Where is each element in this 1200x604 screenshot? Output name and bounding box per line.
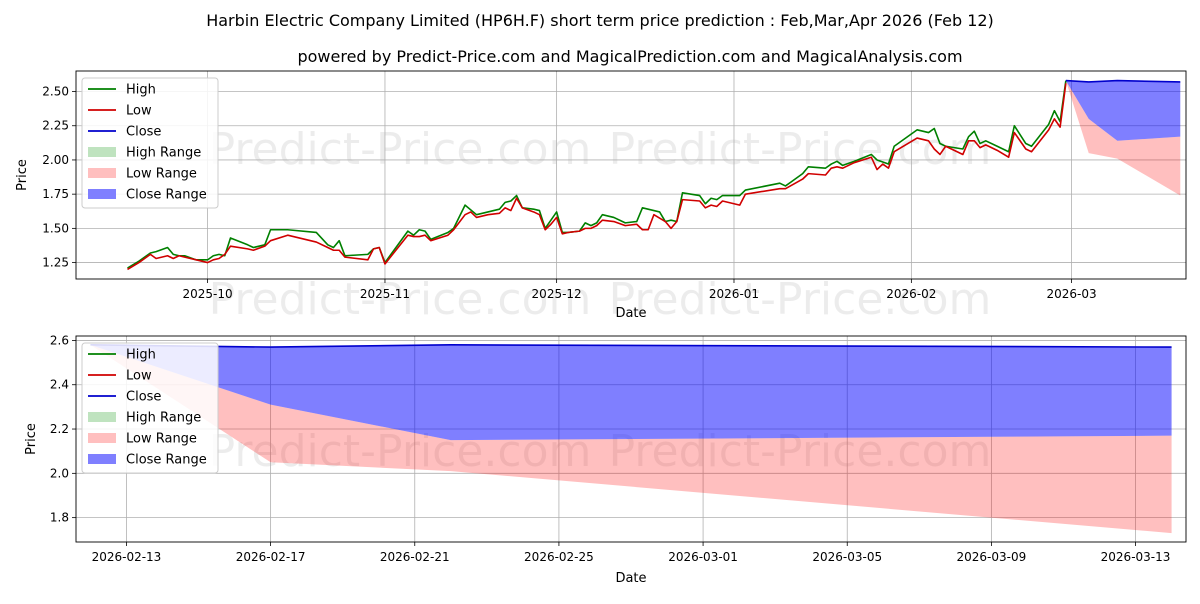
legend-label-close: Close xyxy=(126,125,161,140)
legend-label-high-range: High Range xyxy=(126,411,201,426)
x-axis-label: Date xyxy=(615,571,646,586)
legend-label-high: High xyxy=(126,348,156,363)
y-tick-label: 2.25 xyxy=(42,119,69,133)
x-tick-label: 2025-12 xyxy=(532,287,582,301)
bottom-panel: Predict-Price.com Predict-Price.com1.82.0… xyxy=(24,333,1187,586)
axes-frame xyxy=(75,70,1187,280)
legend-label-low-range: Low Range xyxy=(126,167,197,182)
y-tick-label: 1.75 xyxy=(42,187,69,201)
y-tick-label: 2.4 xyxy=(50,378,69,392)
close-range-band xyxy=(90,344,1172,441)
x-tick-label: 2026-02-17 xyxy=(236,550,306,564)
legend-swatch-high-range xyxy=(88,412,116,422)
axes-frame xyxy=(75,335,1187,543)
x-tick-label: 2026-03-01 xyxy=(668,550,738,564)
y-tick-label: 1.8 xyxy=(50,511,69,525)
x-tick-label: 2026-03 xyxy=(1046,287,1096,301)
chart-title: Harbin Electric Company Limited (HP6H.F)… xyxy=(206,11,994,30)
watermark-text: Predict-Price.com xyxy=(209,274,592,325)
plot-area xyxy=(127,79,1181,271)
x-tick-label: 2025-11 xyxy=(360,287,410,301)
low-series-line xyxy=(127,83,1067,271)
legend-label-high: High xyxy=(126,83,156,98)
x-tick-label: 2026-03-09 xyxy=(957,550,1027,564)
y-axis-label: Price xyxy=(15,159,30,191)
x-tick-label: 2025-10 xyxy=(183,287,233,301)
y-tick-label: 2.2 xyxy=(50,422,69,436)
legend-label-close-range: Close Range xyxy=(126,188,207,203)
y-tick-label: 2.6 xyxy=(50,333,69,347)
close-range-band xyxy=(1065,80,1181,141)
legend-label-low-range: Low Range xyxy=(126,432,197,447)
x-tick-label: 2026-01 xyxy=(709,287,759,301)
x-axis-label: Date xyxy=(615,306,646,321)
y-tick-label: 2.0 xyxy=(50,466,69,480)
x-tick-label: 2026-02-13 xyxy=(92,550,162,564)
y-tick-label: 2.50 xyxy=(42,85,69,99)
low-range-band xyxy=(1065,80,1181,196)
legend-swatch-low-range xyxy=(88,433,116,443)
legend: High Low Close High Range Low Range Close Ran… xyxy=(81,342,219,474)
watermark-text: Predict-Price.com xyxy=(209,124,592,175)
x-tick-label: 2026-03-13 xyxy=(1101,550,1171,564)
y-tick-label: 1.50 xyxy=(42,221,69,235)
legend-label-high-range: High Range xyxy=(126,146,201,161)
y-tick-label: 2.00 xyxy=(42,153,69,167)
legend-swatch-close-range xyxy=(88,189,116,199)
legend-label-low: Low xyxy=(126,104,152,119)
watermark-text: Predict-Price.com xyxy=(609,274,992,325)
high-series-line xyxy=(127,80,1067,269)
top-panel: Predict-Price.com Predict-Price.com Predic… xyxy=(15,70,1187,325)
y-axis-label: Price xyxy=(24,423,39,455)
close-series-line xyxy=(1065,79,1181,83)
x-tick-label: 2026-02 xyxy=(886,287,936,301)
legend-swatch-close-range xyxy=(88,454,116,464)
legend-label-low: Low xyxy=(126,369,152,384)
x-tick-label: 2026-02-21 xyxy=(380,550,450,564)
legend-label-close: Close xyxy=(126,390,161,405)
chart-subtitle: powered by Predict-Price.com and Magical… xyxy=(297,47,962,66)
legend-label-close-range: Close Range xyxy=(126,453,207,468)
x-tick-label: 2026-02-25 xyxy=(524,550,594,564)
legend: High Low Close High Range Low Range Close Ran… xyxy=(81,77,219,209)
y-tick-label: 1.25 xyxy=(42,256,69,270)
x-tick-label: 2026-03-05 xyxy=(812,550,882,564)
legend-swatch-high-range xyxy=(88,147,116,157)
legend-swatch-low-range xyxy=(88,168,116,178)
low-range-band xyxy=(90,344,1172,534)
